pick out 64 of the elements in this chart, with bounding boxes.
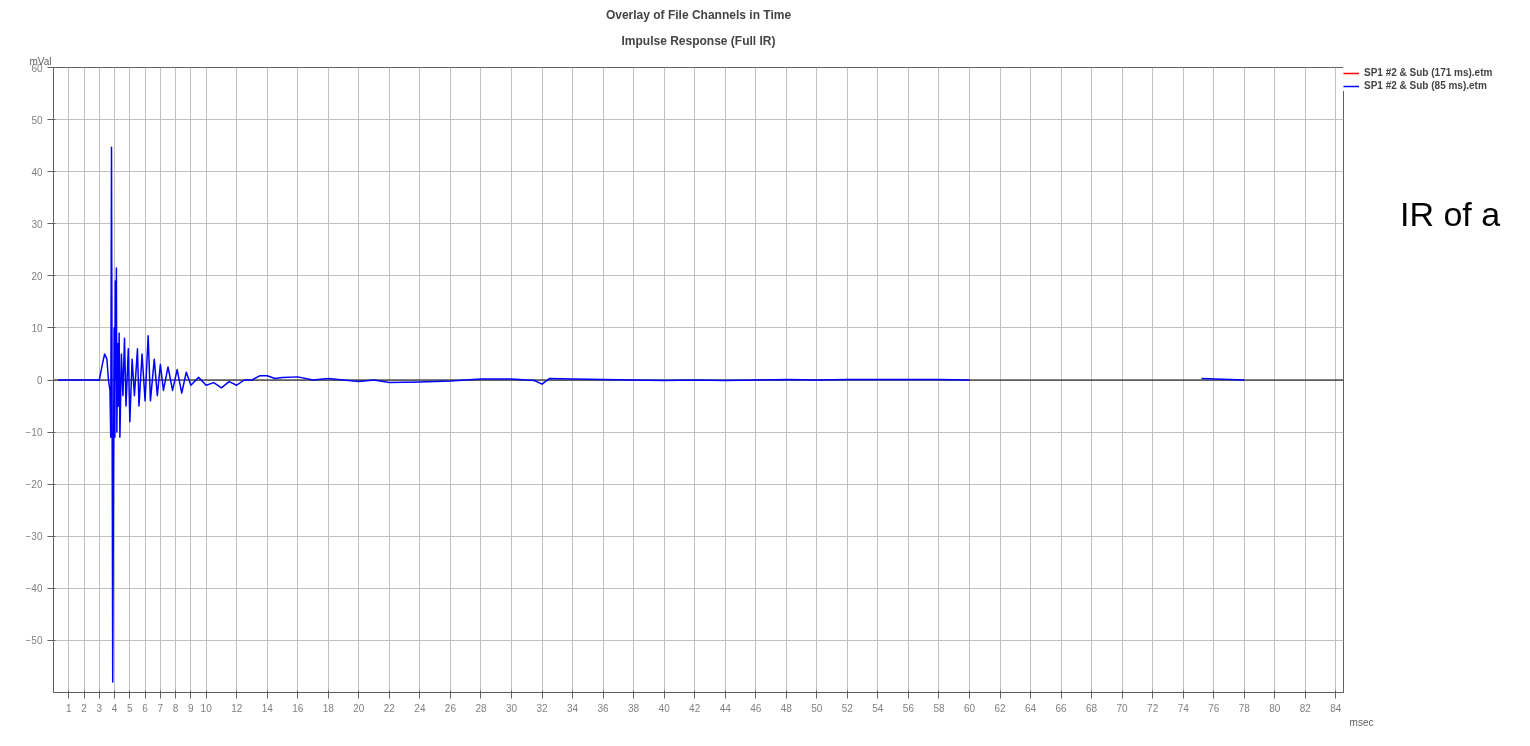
y-tick-label: 50 — [31, 114, 43, 126]
x-tick-label: 38 — [628, 702, 640, 714]
x-tick-label: 84 — [1330, 702, 1342, 714]
x-tick-label: 72 — [1147, 702, 1159, 714]
y-tick-label: −50 — [25, 635, 43, 647]
x-tick-label: 1 — [65, 702, 72, 714]
y-tick-label: −40 — [25, 583, 43, 595]
x-axis-title: msec — [1349, 716, 1374, 728]
y-tick-label: 30 — [31, 218, 43, 230]
x-tick-label: 28 — [475, 702, 487, 714]
x-tick-label: 58 — [933, 702, 945, 714]
x-tick-label: 50 — [811, 702, 823, 714]
legend-label: SP1 #2 & Sub (85 ms).etm — [1364, 80, 1487, 91]
x-tick-label: 66 — [1055, 702, 1068, 714]
x-tick-label: 62 — [994, 702, 1007, 714]
chart-subtitle: Impulse Response (Full IR) — [621, 33, 776, 48]
x-tick-label: 32 — [536, 702, 549, 714]
x-tick-label: 18 — [322, 702, 335, 714]
x-tick-label: 16 — [292, 702, 304, 714]
x-tick-label: 6 — [142, 702, 149, 714]
x-tick-label: 40 — [658, 702, 671, 714]
x-tick-label: 34 — [566, 702, 579, 714]
x-tick-label: 5 — [127, 702, 134, 714]
x-tick-label: 24 — [414, 702, 426, 714]
x-tick-label: 56 — [902, 702, 915, 714]
x-tick-label: 70 — [1116, 702, 1129, 714]
x-tick-label: 20 — [353, 702, 365, 714]
x-tick-label: 78 — [1238, 702, 1251, 714]
x-tick-label: 82 — [1299, 702, 1312, 714]
x-tick-label: 46 — [750, 702, 762, 714]
x-tick-label: 42 — [689, 702, 701, 714]
x-tick-label: 14 — [261, 702, 274, 714]
y-tick-label: 10 — [31, 322, 43, 334]
x-tick-label: 74 — [1177, 702, 1190, 714]
legend-label: SP1 #2 & Sub (171 ms).etm — [1364, 67, 1493, 78]
y-tick-label: −30 — [25, 531, 43, 543]
x-tick-label: 30 — [505, 702, 518, 714]
x-tick-label: 44 — [719, 702, 732, 714]
x-tick-label: 4 — [111, 702, 118, 714]
x-tick-label: 52 — [841, 702, 854, 714]
x-tick-label: 60 — [963, 702, 976, 714]
x-tick-label: 7 — [157, 702, 164, 714]
chart-title: Overlay of File Channels in Time — [605, 7, 792, 22]
y-tick-label: 20 — [31, 270, 43, 282]
x-tick-label: 68 — [1086, 702, 1098, 714]
x-tick-label: 8 — [172, 702, 179, 714]
y-tick-label: 40 — [31, 166, 43, 178]
x-tick-label: 22 — [383, 702, 396, 714]
x-tick-label: 10 — [200, 702, 213, 714]
x-tick-label: 26 — [444, 702, 457, 714]
y-tick-label: 0 — [36, 375, 43, 386]
y-tick-label: −10 — [25, 427, 43, 439]
x-tick-label: 3 — [96, 702, 103, 714]
x-tick-label: 48 — [780, 702, 793, 714]
x-tick-label: 54 — [872, 702, 884, 714]
x-tick-label: 80 — [1269, 702, 1281, 714]
x-tick-label: 9 — [188, 702, 195, 714]
x-tick-label: 64 — [1024, 702, 1037, 714]
x-tick-label: 12 — [231, 702, 243, 714]
x-tick-label: 76 — [1208, 702, 1220, 714]
text: IR of a — [1400, 194, 1501, 235]
x-tick-label: 2 — [81, 702, 88, 714]
x-tick-label: 36 — [597, 702, 610, 714]
y-tick-label: −20 — [25, 479, 43, 491]
